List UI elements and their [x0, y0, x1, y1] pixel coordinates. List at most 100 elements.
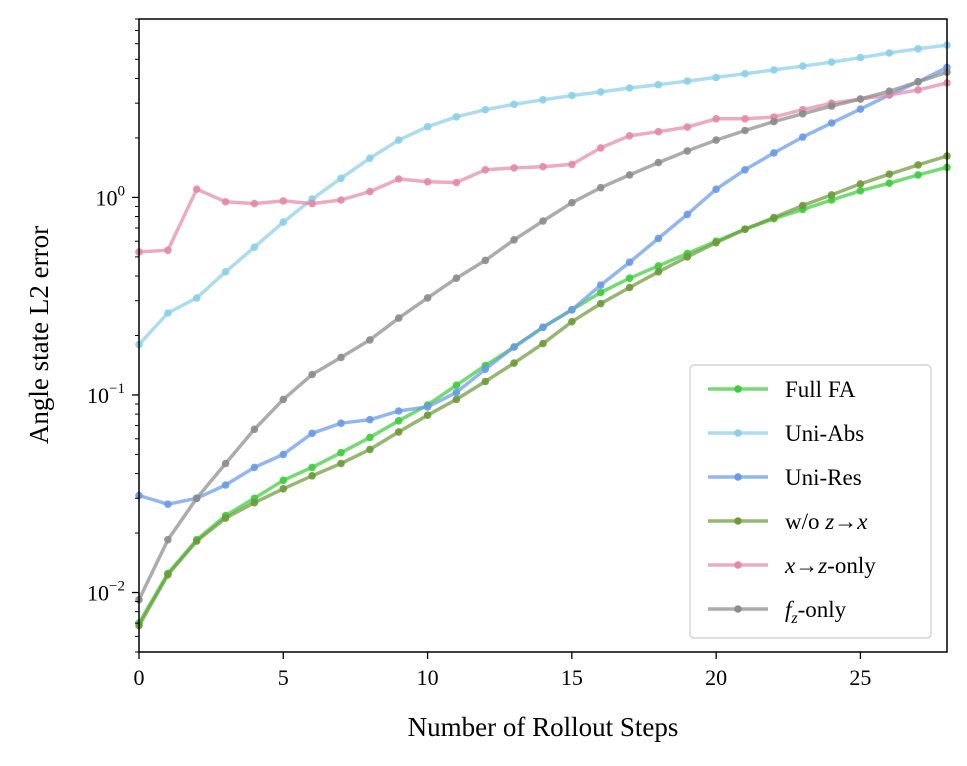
x-tick-label: 25	[849, 665, 871, 690]
legend-label: Uni-Res	[785, 465, 862, 490]
data-point	[539, 339, 547, 348]
data-point	[741, 69, 749, 78]
data-point	[625, 274, 634, 283]
data-point	[221, 198, 230, 206]
data-point	[279, 218, 288, 226]
data-point	[510, 164, 518, 172]
data-point	[308, 429, 316, 438]
legend-label: x→z-only	[784, 553, 876, 578]
data-point	[394, 136, 403, 144]
legend-item: w/o z→x	[708, 509, 868, 534]
data-point	[914, 78, 922, 86]
data-point	[568, 160, 576, 169]
data-point	[827, 191, 836, 199]
data-point	[770, 149, 778, 157]
data-point	[452, 395, 461, 404]
data-point	[741, 225, 749, 233]
legend-marker	[734, 429, 742, 437]
y-axis-title: Angle state L2 error	[24, 226, 54, 444]
legend-item: Uni-Abs	[708, 421, 864, 446]
data-point	[914, 161, 922, 169]
data-point	[596, 299, 605, 308]
data-point	[625, 84, 634, 92]
y-tick-label: 10−1	[87, 381, 125, 408]
data-point	[856, 53, 865, 62]
data-point	[539, 162, 547, 171]
data-point	[885, 179, 894, 187]
data-point	[366, 445, 374, 454]
data-point	[250, 243, 259, 251]
data-point	[856, 105, 865, 113]
data-point	[250, 199, 259, 208]
data-point	[221, 268, 230, 276]
data-point	[510, 236, 518, 244]
y-tick-label: 10−2	[87, 579, 125, 606]
data-point	[192, 294, 201, 302]
data-point	[250, 425, 259, 434]
data-point	[366, 154, 374, 162]
data-point	[770, 66, 778, 74]
data-point	[914, 171, 922, 179]
y-axis: 10−2 10−1 100	[87, 18, 139, 653]
data-point	[279, 395, 288, 404]
data-point	[798, 201, 807, 210]
data-point	[337, 419, 345, 428]
data-point	[741, 115, 749, 123]
data-point	[654, 127, 663, 136]
x-tick-label: 20	[705, 665, 727, 690]
legend-marker	[734, 605, 742, 613]
series-4	[135, 79, 951, 256]
legend-label: fz-only	[785, 597, 847, 627]
data-point	[625, 283, 634, 292]
data-point	[827, 58, 836, 66]
data-point	[481, 105, 490, 114]
data-point	[452, 274, 461, 283]
data-point	[683, 210, 692, 219]
data-point	[856, 95, 865, 103]
x-tick-label: 10	[417, 665, 439, 690]
data-point	[337, 448, 345, 457]
data-point	[308, 463, 316, 472]
legend-label: w/o z→x	[785, 509, 868, 534]
data-point	[539, 323, 547, 332]
data-point	[164, 535, 172, 544]
data-point	[770, 117, 778, 126]
data-point	[654, 158, 663, 167]
y-tick-label: 100	[96, 183, 126, 210]
data-point	[827, 119, 836, 127]
data-point	[885, 49, 894, 57]
data-point	[654, 262, 663, 270]
data-point	[683, 147, 692, 155]
data-point	[423, 122, 432, 131]
data-point	[596, 281, 605, 289]
data-point	[164, 309, 172, 317]
data-point	[798, 133, 807, 141]
data-point	[712, 238, 720, 247]
legend-marker	[734, 473, 742, 481]
data-point	[568, 198, 576, 207]
x-tick-label: 5	[278, 665, 289, 690]
legend: Full FA Uni-Abs Uni-Res w/o z→x x→z-only fz-o…	[689, 364, 932, 639]
data-point	[164, 500, 172, 509]
data-point	[510, 100, 518, 109]
data-point	[337, 459, 345, 468]
data-point	[683, 77, 692, 85]
data-point	[337, 353, 345, 362]
data-point	[712, 115, 720, 123]
data-point	[856, 187, 865, 195]
data-point	[654, 234, 663, 243]
data-point	[452, 113, 461, 121]
data-point	[279, 476, 288, 485]
series-1	[135, 41, 951, 349]
data-point	[712, 185, 720, 193]
data-point	[885, 170, 894, 178]
data-point	[683, 253, 692, 261]
series-layer	[135, 41, 951, 630]
data-point	[712, 136, 720, 144]
data-point	[423, 411, 432, 420]
data-point	[568, 306, 576, 314]
data-point	[192, 537, 201, 545]
data-point	[308, 370, 316, 379]
data-point	[394, 428, 403, 436]
